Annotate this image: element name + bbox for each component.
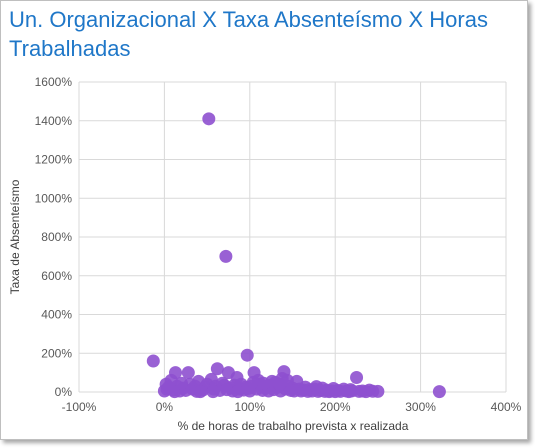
x-tick-label: 0% bbox=[156, 400, 174, 414]
data-point bbox=[366, 384, 380, 398]
data-point bbox=[231, 385, 245, 399]
y-tick-label: 400% bbox=[41, 308, 72, 322]
y-axis-title: Taxa de Absenteísmo bbox=[8, 179, 22, 294]
y-tick-label: 0% bbox=[55, 385, 73, 399]
chart-title: Un. Organizacional X Taxa Absenteísmo X … bbox=[9, 7, 488, 61]
data-point bbox=[210, 362, 224, 376]
data-point bbox=[206, 385, 220, 399]
data-point bbox=[280, 373, 294, 387]
y-tick-label: 200% bbox=[41, 346, 72, 360]
data-point bbox=[174, 376, 188, 390]
data-point bbox=[220, 383, 234, 397]
data-points bbox=[146, 112, 446, 399]
data-point bbox=[246, 375, 260, 389]
data-point bbox=[159, 377, 173, 391]
data-point bbox=[350, 370, 364, 384]
y-tick-label: 1400% bbox=[35, 114, 73, 128]
data-point bbox=[202, 112, 216, 126]
data-point bbox=[344, 383, 358, 397]
data-point bbox=[181, 366, 195, 380]
x-tick-label: 400% bbox=[491, 400, 522, 414]
data-point bbox=[432, 385, 446, 399]
y-tick-label: 1000% bbox=[35, 191, 73, 205]
x-tick-label: 100% bbox=[234, 400, 265, 414]
grid-lines bbox=[78, 81, 507, 393]
chart-frame: Un. Organizacional X Taxa Absenteísmo X … bbox=[0, 0, 528, 440]
data-point bbox=[326, 382, 340, 396]
y-tick-label: 1200% bbox=[35, 153, 73, 167]
y-tick-label: 800% bbox=[41, 230, 72, 244]
data-point bbox=[309, 380, 323, 394]
data-point bbox=[219, 249, 233, 263]
x-tick-label: 200% bbox=[320, 400, 351, 414]
y-tick-label: 600% bbox=[41, 269, 72, 283]
x-tick-label: 300% bbox=[405, 400, 436, 414]
x-tick-label: -100% bbox=[62, 400, 97, 414]
x-axis-title: % de horas de trabalho prevista x realiz… bbox=[178, 419, 409, 433]
data-point bbox=[146, 354, 160, 368]
x-axis-ticks: -100% 0% 100% 200% 300% 400% bbox=[62, 400, 522, 414]
data-point bbox=[240, 348, 254, 362]
y-axis-ticks: 0% 200% 400% 600% 800% 1000% 1200% 1400% 1600% bbox=[35, 75, 73, 399]
y-tick-label: 1600% bbox=[35, 75, 73, 89]
data-point bbox=[193, 385, 207, 399]
